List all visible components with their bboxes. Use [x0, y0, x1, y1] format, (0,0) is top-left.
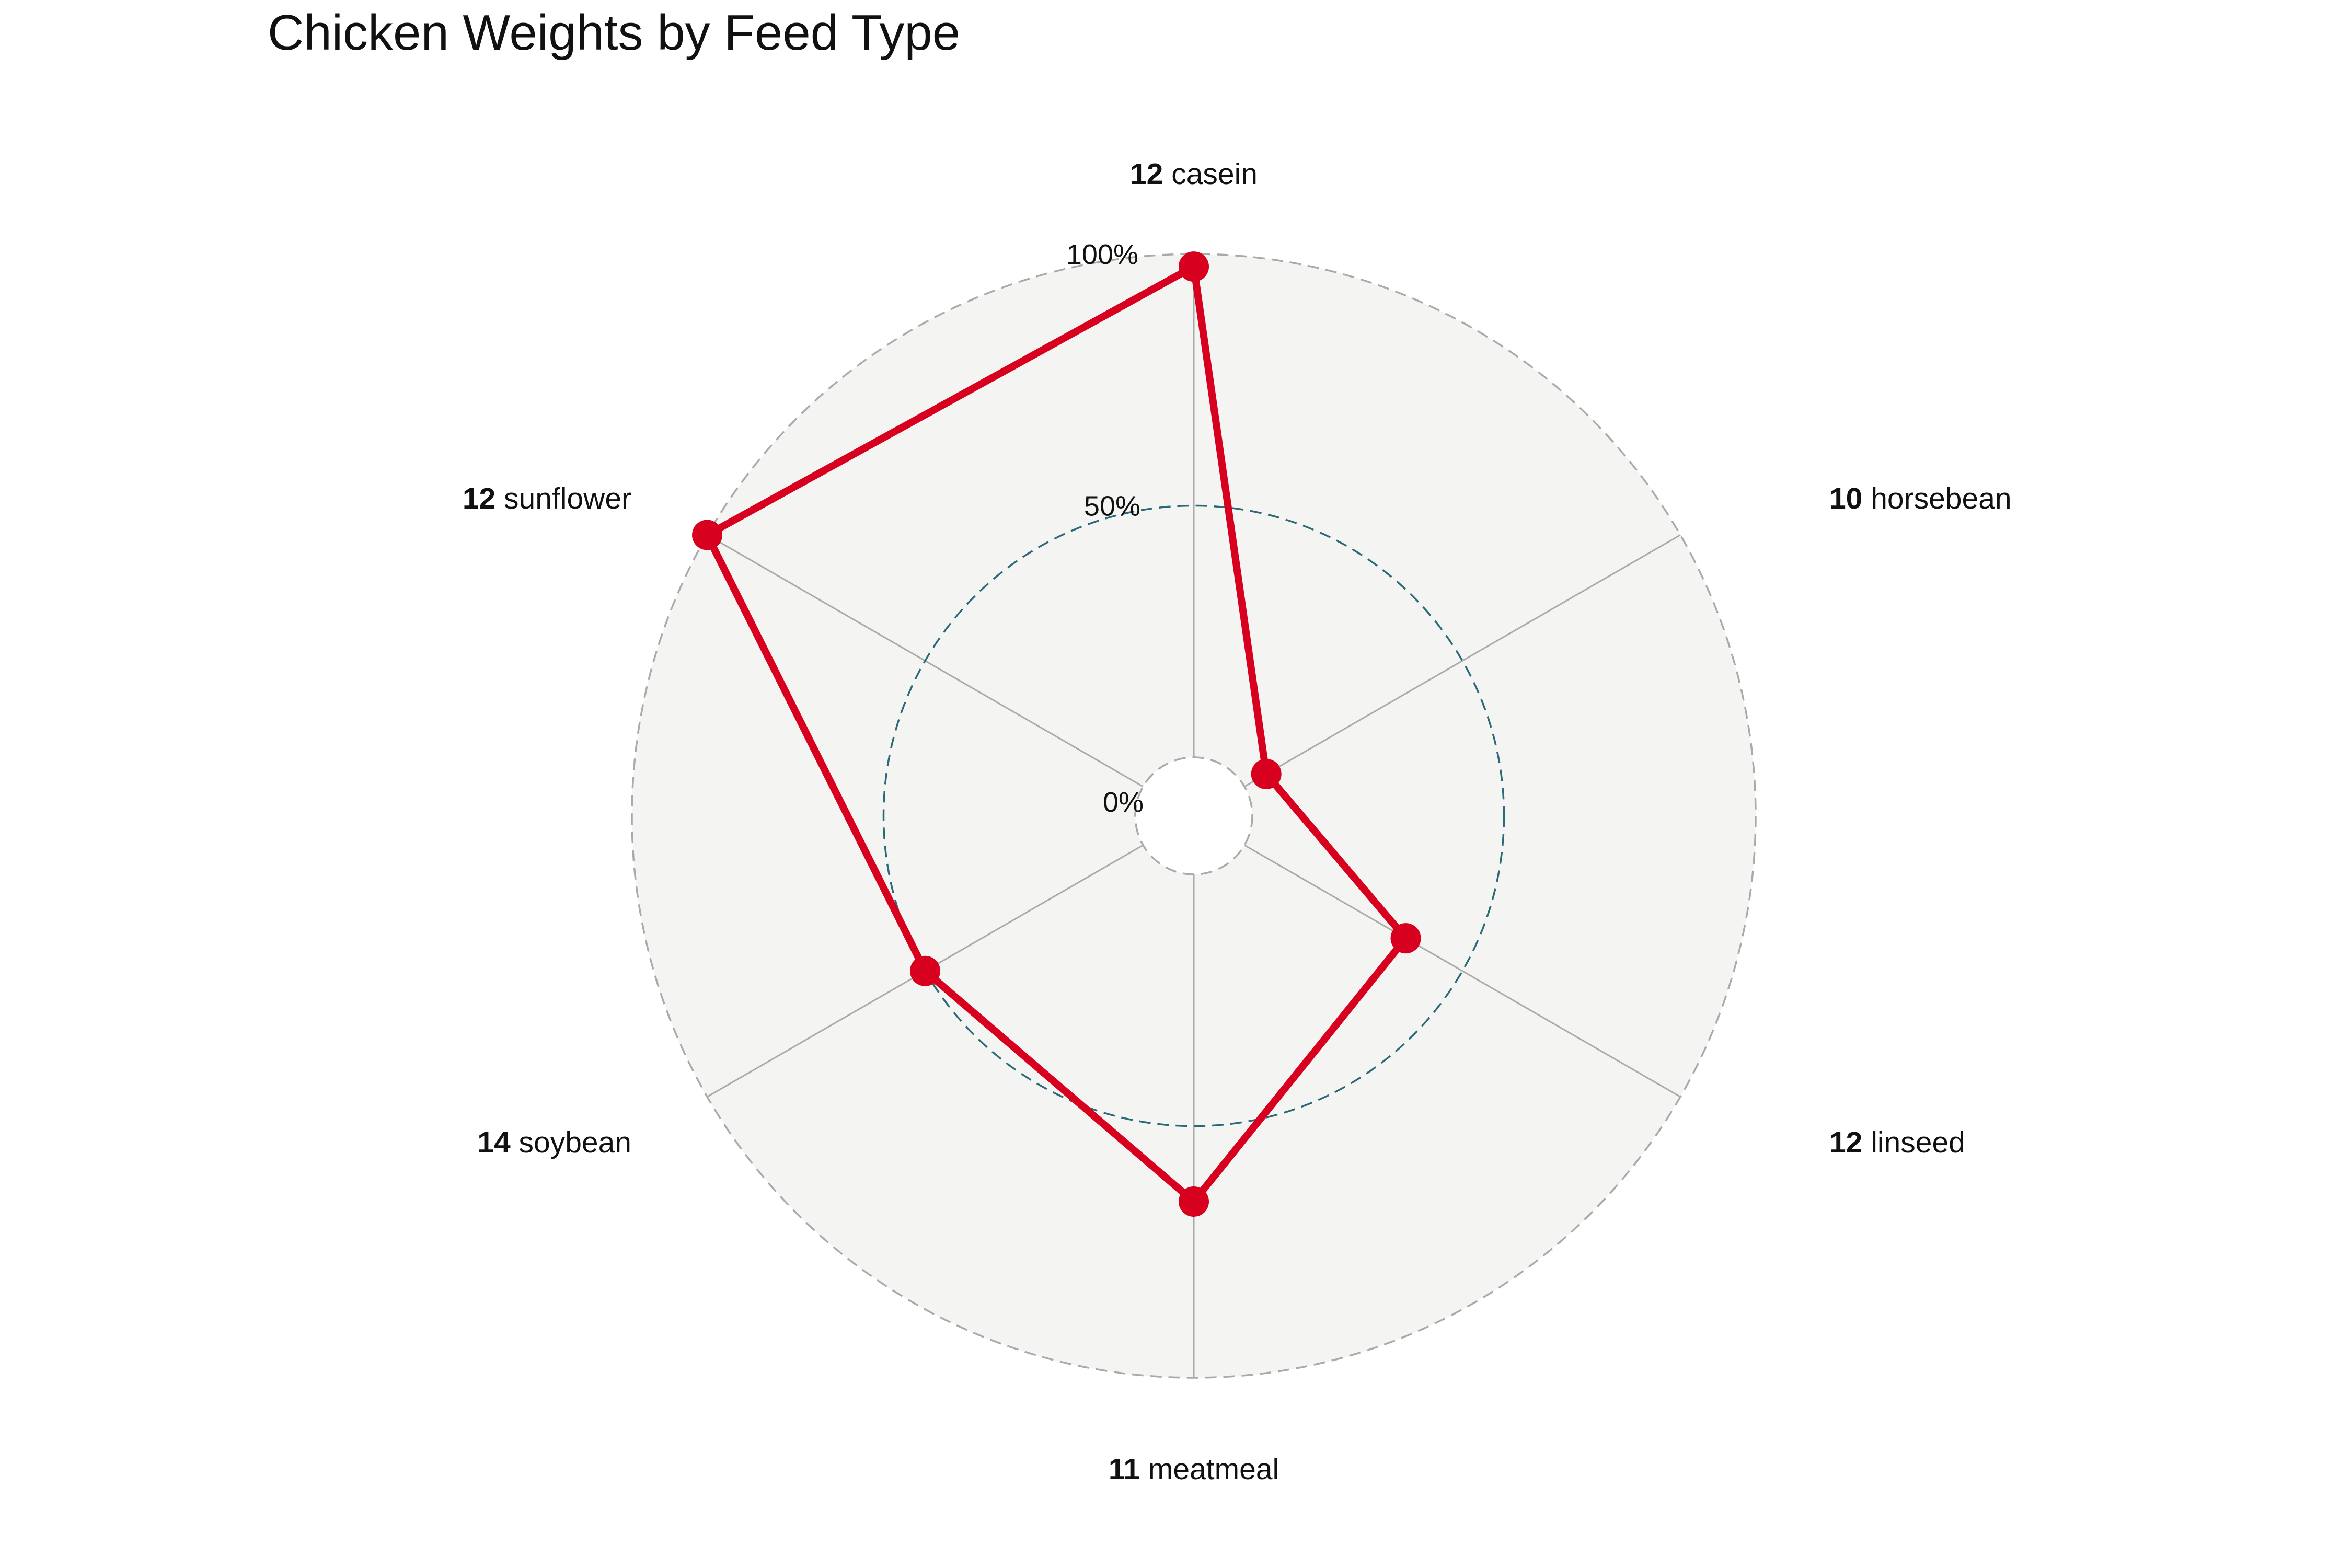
category-label-sunflower: 12 sunflower — [463, 482, 631, 515]
radar-panel — [632, 254, 1756, 1378]
category-count: 12 — [463, 482, 495, 515]
chart-title: Chicken Weights by Feed Type — [268, 5, 960, 61]
category-name: meatmeal — [1140, 1452, 1279, 1486]
grid-label-2: 100% — [1066, 239, 1138, 270]
category-label-casein: 12 casein — [1130, 157, 1258, 191]
category-count: 10 — [1829, 482, 1862, 515]
gridline-50 — [882, 504, 1505, 1127]
category-label-horsebean: 10 horsebean — [1829, 482, 2012, 515]
data-point-horsebean — [1251, 758, 1282, 789]
category-name: horsebean — [1862, 482, 2011, 515]
data-point-casein — [1179, 251, 1209, 282]
category-name: sunflower — [495, 482, 631, 515]
grid-label-1: 50% — [1084, 491, 1140, 522]
gridline-0 — [1134, 756, 1253, 875]
category-count: 14 — [477, 1126, 511, 1159]
category-count: 12 — [1130, 157, 1163, 191]
category-label-linseed: 12 linseed — [1829, 1126, 1965, 1159]
data-point-soybean — [910, 955, 941, 986]
radar-spokes — [707, 254, 1681, 1378]
gridline-100 — [631, 253, 1757, 1379]
grid-label-0: 0% — [1103, 787, 1144, 818]
category-name: linseed — [1862, 1126, 1965, 1159]
series-points — [692, 251, 1421, 1217]
axis-spoke-horsebean — [1244, 534, 1681, 788]
radar-gridlines — [631, 253, 1757, 1379]
category-count: 11 — [1109, 1452, 1140, 1486]
axis-spoke-linseed — [1244, 844, 1681, 1098]
radial-axis-labels: 0% 50% 100% — [1066, 239, 1144, 818]
data-point-sunflower — [692, 520, 723, 550]
category-label-soybean: 14 soybean — [477, 1126, 631, 1159]
category-count: 12 — [1829, 1126, 1862, 1159]
data-point-linseed — [1390, 923, 1421, 954]
category-labels: 12 casein 10 horsebean 12 linseed 11 meatme… — [463, 157, 2012, 1486]
category-label-meatmeal: 11 meatmeal — [1109, 1452, 1279, 1486]
data-point-meatmeal — [1179, 1186, 1209, 1217]
panel-background — [632, 254, 1756, 1378]
category-name: casein — [1163, 157, 1258, 191]
category-name: soybean — [511, 1126, 631, 1159]
